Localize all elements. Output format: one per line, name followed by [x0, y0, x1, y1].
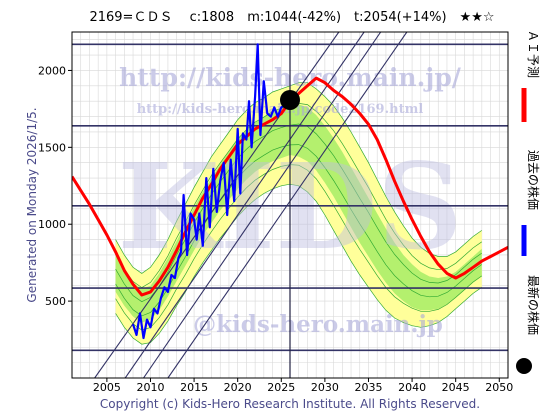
- legend-item: 過去の株価: [521, 150, 541, 256]
- band-line: [115, 82, 483, 274]
- x-tick-label: 2035: [354, 381, 382, 394]
- generated-date-text: Generated on Monday 2026/1/5.: [25, 107, 39, 302]
- legend-item: 最新の株価: [516, 275, 541, 374]
- y-tick-label: 500: [45, 295, 66, 308]
- y-tick-label: 1500: [38, 141, 66, 154]
- latest-price-dot: [280, 89, 300, 110]
- chart-title: 2169=ＣＤＳ c:1808 m:1044(-42%) t:2054(+14%…: [89, 10, 494, 25]
- legend-marker-dot: [516, 358, 532, 374]
- legend-label: 過去の株価: [526, 150, 541, 210]
- band-line: [115, 183, 483, 345]
- x-tick-label: 2020: [224, 381, 252, 394]
- x-tick-label: 2005: [93, 381, 121, 394]
- plot-frame: [71, 31, 509, 379]
- trend-line: [143, 32, 382, 378]
- copyright-text: Copyright (c) Kids-Hero Research Institu…: [100, 397, 480, 411]
- legend-label: 最新の株価: [526, 275, 541, 335]
- watermark-mail: @kids-hero.main.jp: [193, 311, 443, 338]
- x-tick-label: 2015: [180, 381, 208, 394]
- y-tick-label: 2000: [38, 64, 66, 77]
- x-tick-label: 2045: [442, 381, 470, 394]
- trend-line: [167, 32, 408, 378]
- x-tick-label: 2050: [485, 381, 513, 394]
- x-tick-label: 2030: [311, 381, 339, 394]
- x-tick-label: 2040: [398, 381, 426, 394]
- x-tick-label: 2010: [136, 381, 164, 394]
- y-tick-label: 1000: [38, 218, 66, 231]
- plot-area: KIDShttp://kids-hero.main.jp/http://kids…: [72, 32, 508, 378]
- trend-line: [124, 32, 365, 378]
- x-tick-label: 2025: [267, 381, 295, 394]
- past-price-line: [131, 43, 291, 340]
- band-inner: [115, 104, 482, 323]
- band-line: [115, 123, 483, 303]
- legend-item: ＡＩ予測: [521, 30, 540, 122]
- legend-label: ＡＩ予測: [526, 30, 540, 78]
